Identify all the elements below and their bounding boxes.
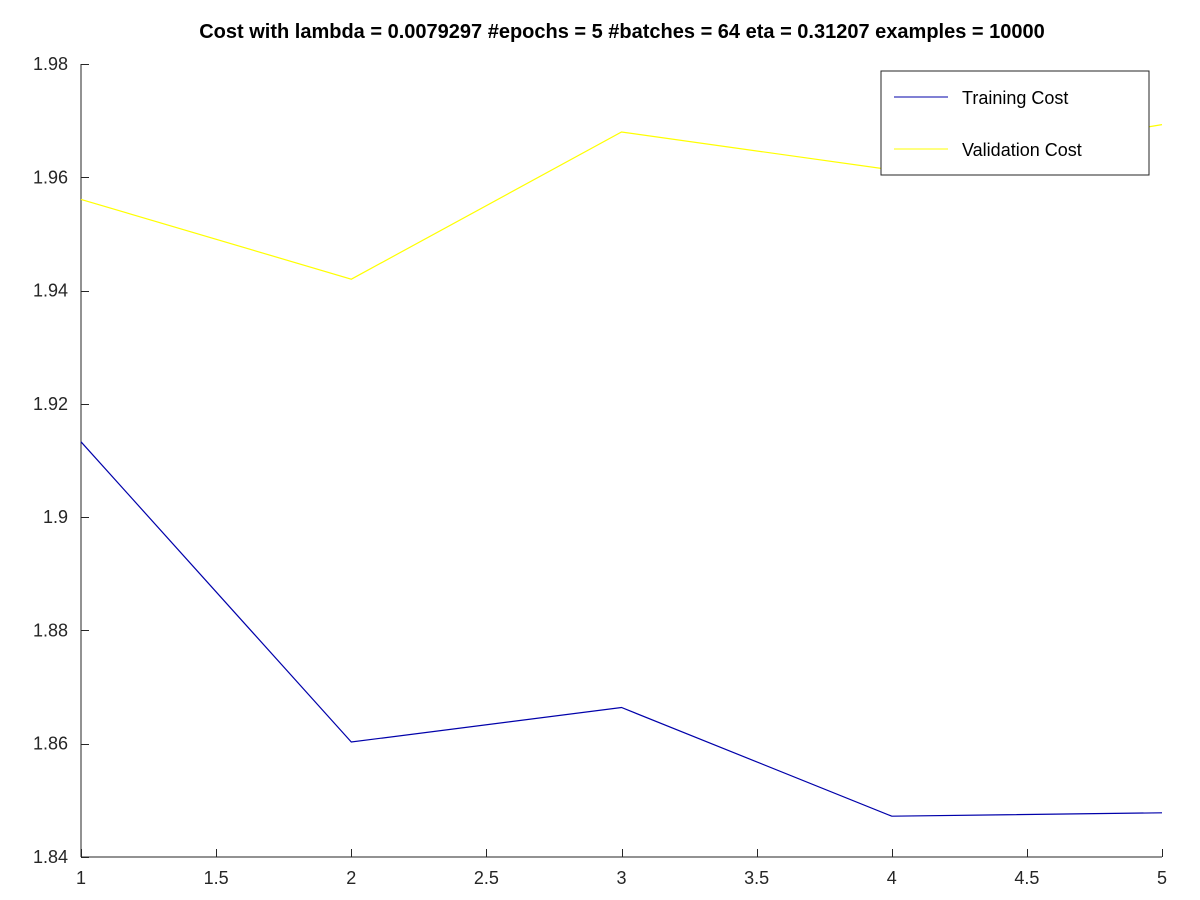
x-tick-label: 2.5 <box>474 868 499 888</box>
y-tick-label: 1.92 <box>33 394 68 414</box>
legend-label-validation-cost: Validation Cost <box>962 140 1082 160</box>
x-tick-label: 5 <box>1157 868 1167 888</box>
chart-title: Cost with lambda = 0.0079297 #epochs = 5… <box>199 21 1045 43</box>
y-tick-label: 1.9 <box>43 507 68 527</box>
legend-box <box>880 70 1150 176</box>
legend: Training Cost Validation Cost <box>880 70 1150 176</box>
y-ticks: 1.84 1.86 1.88 1.9 1.92 1.94 1.96 1.98 <box>33 54 89 867</box>
series-training-cost <box>80 441 1163 817</box>
legend-label-training-cost: Training Cost <box>962 88 1068 108</box>
y-tick-label: 1.98 <box>33 54 68 74</box>
x-tick-label: 3 <box>616 868 626 888</box>
x-tick-label: 1 <box>76 868 86 888</box>
y-tick-label: 1.84 <box>33 847 68 867</box>
x-tick-label: 4.5 <box>1014 868 1039 888</box>
y-tick-label: 1.94 <box>33 281 68 301</box>
y-tick-label: 1.88 <box>33 620 68 640</box>
axes <box>80 64 1162 858</box>
x-tick-label: 4 <box>887 868 897 888</box>
y-tick-label: 1.96 <box>33 167 68 187</box>
x-tick-label: 1.5 <box>204 868 229 888</box>
x-ticks: 1 1.5 2 2.5 3 3.5 4 4.5 5 <box>76 849 1167 888</box>
x-tick-label: 3.5 <box>744 868 769 888</box>
y-tick-label: 1.86 <box>33 734 68 754</box>
x-tick-label: 2 <box>346 868 356 888</box>
series-line-training-cost <box>80 441 1163 817</box>
